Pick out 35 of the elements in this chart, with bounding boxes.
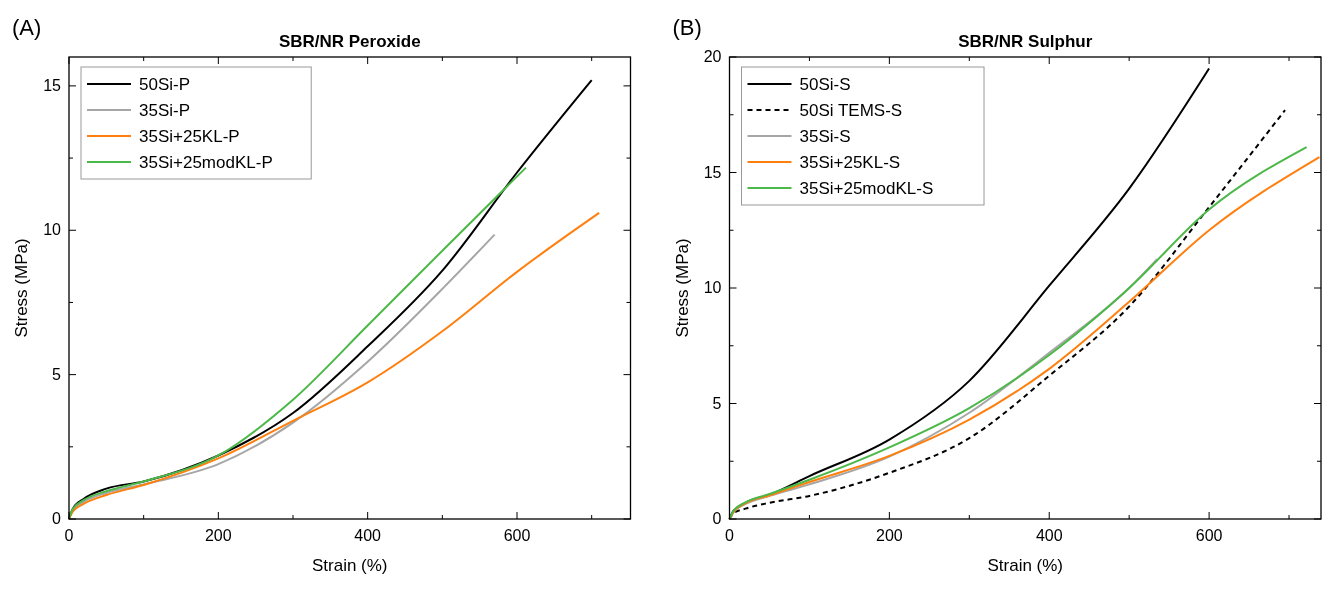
x-tick-label: 200	[204, 527, 232, 544]
line-series	[68, 166, 527, 520]
legend-label: 50Si-S	[799, 75, 851, 94]
y-tick-label: 5	[712, 394, 722, 412]
x-tick-label: 0	[64, 527, 74, 544]
legend-label: 50Si-P	[139, 75, 191, 94]
legend-label: 50Si TEMS-S	[799, 101, 903, 120]
legend-label: 35Si+25modKL-P	[139, 153, 273, 172]
y-tick-label: 15	[43, 76, 62, 94]
text: (A)	[12, 15, 42, 40]
y-axis-title: Stress (MPa)	[672, 238, 692, 338]
y-tick-label: 5	[52, 365, 62, 383]
chart-title: SBR/NR Sulphur	[958, 32, 1093, 51]
y-tick-label: 0	[52, 510, 62, 527]
y-tick-label: 10	[703, 279, 722, 296]
x-tick-label: 0	[725, 527, 735, 544]
x-tick-label: 400	[354, 527, 382, 544]
chart-title: SBR/NR Peroxide	[278, 32, 421, 51]
x-tick-label: 600	[503, 527, 531, 544]
y-axis-title: Stress (MPa)	[12, 238, 31, 338]
legend-label: 35Si+25modKL-S	[799, 179, 934, 198]
x-axis-title: Strain (%)	[311, 556, 388, 575]
x-tick-label: 400	[1035, 527, 1063, 544]
x-tick-label: 600	[1195, 527, 1223, 544]
x-tick-label: 200	[876, 527, 903, 544]
y-tick-label: 15	[703, 163, 722, 181]
legend-label: 35Si+25KL-P	[139, 127, 240, 146]
y-tick-label: 10	[43, 221, 62, 239]
text: (B)	[672, 15, 702, 40]
legend-label: 35Si-S	[799, 127, 851, 146]
legend-label: 35Si+25KL-S	[799, 153, 901, 172]
x-axis-title: Strain (%)	[987, 556, 1064, 575]
y-tick-label: 0	[712, 510, 722, 527]
legend-label: 35Si-P	[139, 101, 191, 120]
y-tick-label: 20	[703, 48, 722, 65]
